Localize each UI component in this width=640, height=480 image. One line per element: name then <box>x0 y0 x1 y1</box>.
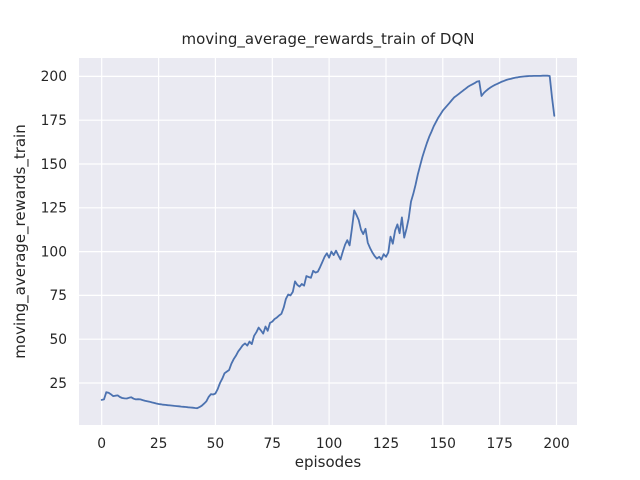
y-tick-label: 100 <box>41 244 67 260</box>
x-tick-label: 25 <box>150 436 168 452</box>
y-tick-label: 150 <box>41 157 67 173</box>
y-tick-label: 125 <box>41 201 67 217</box>
y-tick-label: 75 <box>49 288 67 304</box>
chart-title: moving_average_rewards_train of DQN <box>181 30 474 49</box>
x-tick-label: 125 <box>373 436 399 452</box>
y-axis-label: moving_average_rewards_train <box>11 124 30 358</box>
x-tick-label: 75 <box>264 436 282 452</box>
y-tick-label: 200 <box>41 69 67 85</box>
x-tick-label: 0 <box>97 436 106 452</box>
x-tick-label: 100 <box>316 436 342 452</box>
x-tick-label: 50 <box>207 436 225 452</box>
x-tick-label: 150 <box>430 436 456 452</box>
reward-line <box>100 74 556 410</box>
x-axis-label: episodes <box>295 453 362 471</box>
y-tick-label: 25 <box>49 376 67 392</box>
x-tick-label: 175 <box>487 436 513 452</box>
y-tick-label: 50 <box>49 332 67 348</box>
x-tick-label: 200 <box>543 436 569 452</box>
plot-layer: 0 25 50 75 100 125 150 175 200 25 50 75 100 125 150 175… <box>41 58 577 452</box>
y-tick-label: 175 <box>41 113 67 129</box>
plot-background <box>79 58 577 425</box>
